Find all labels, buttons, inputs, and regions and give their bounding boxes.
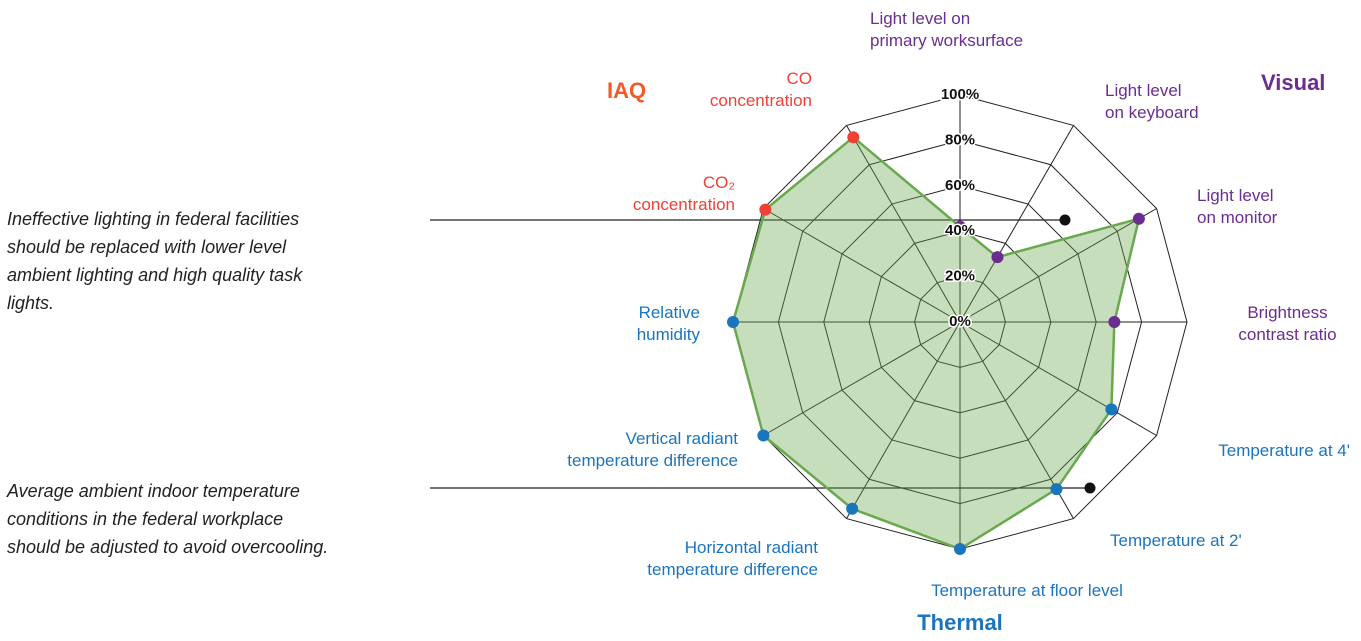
spoke [846,125,961,323]
spoke [763,321,961,436]
tick-label: 0% [949,313,971,330]
category-label: Light level on primary worksurface [870,9,1024,50]
tick-label: 80% [945,131,975,148]
group-label: Thermal [917,610,1003,635]
data-point [1132,212,1145,225]
annotation-dot [1084,482,1096,494]
annotation-dot [1059,214,1071,226]
category-label: Brightness contrast ratio [1238,303,1337,344]
spoke [959,321,1157,436]
spoke [959,125,1074,323]
spoke [763,208,961,323]
data-point [1105,403,1118,416]
category-label: Light level on keyboard [1105,81,1199,122]
radar-area [731,135,1141,551]
data-point [991,251,1004,264]
data-point [847,131,860,144]
data-point [846,502,859,515]
data-point [954,220,966,233]
tick-label: 40% [945,222,975,239]
category-label: Temperature at floor level [931,581,1123,600]
data-point [954,543,966,555]
data-point [1050,483,1063,496]
category-label: Light level on monitor [1197,186,1278,227]
annotation: Ineffective lighting in federal faciliti… [7,209,303,313]
category-label: Vertical radiant temperature difference [567,429,738,470]
data-point [727,316,739,328]
spoke [959,208,1157,323]
category-label: Temperature at 4' [1218,441,1350,460]
tick-label: 20% [945,268,975,285]
category-label: Horizontal radiant temperature differenc… [647,538,818,579]
group-label: Visual [1261,70,1326,95]
category-label: Temperature at 2' [1110,531,1242,550]
data-point [757,429,770,442]
category-label: Relative humidity [636,303,700,344]
grid [732,94,1188,550]
data-point [1108,316,1121,328]
category-label: CO₂ concentration [632,173,735,214]
annotation: Average ambient indoor temperature condi… [7,481,329,557]
spoke [846,321,961,519]
tick-label: 60% [945,177,975,194]
group-label: IAQ [607,78,647,103]
data-point [759,203,772,216]
tick-label: 100% [941,86,979,103]
category-label: CO concentration [709,69,812,110]
